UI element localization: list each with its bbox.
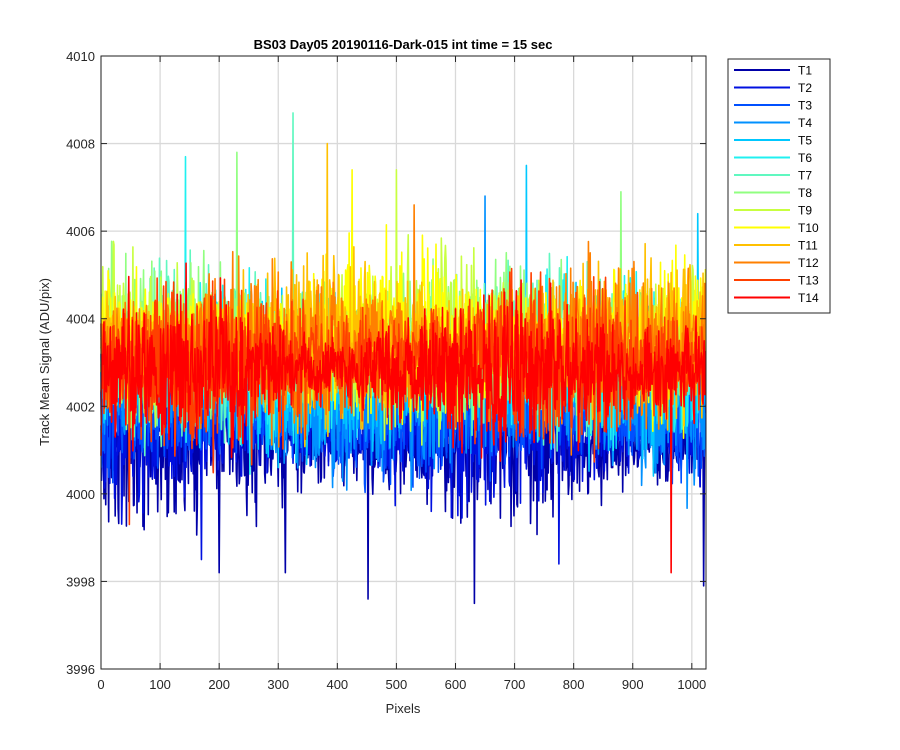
y-tick-label: 4006 <box>66 224 95 239</box>
legend-label: T11 <box>798 239 818 253</box>
x-tick-label: 500 <box>386 677 408 692</box>
y-tick-label: 4008 <box>66 137 95 152</box>
x-tick-label: 0 <box>97 677 104 692</box>
x-tick-label: 900 <box>622 677 644 692</box>
legend-label: T5 <box>798 134 812 148</box>
x-tick-label: 800 <box>563 677 585 692</box>
x-tick-label: 700 <box>504 677 526 692</box>
y-axis-label: Track Mean Signal (ADU/pix) <box>37 278 52 446</box>
legend-label: T10 <box>798 221 819 235</box>
legend-item: T1 <box>734 64 812 78</box>
legend-label: T3 <box>798 99 812 113</box>
x-tick-label: 600 <box>445 677 467 692</box>
series-line-t14 <box>100 262 707 574</box>
x-tick-label: 100 <box>149 677 171 692</box>
legend-item: T5 <box>734 134 812 148</box>
legend-item: T14 <box>734 291 819 305</box>
x-tick-label: 1000 <box>677 677 706 692</box>
legend-label: T8 <box>798 186 812 200</box>
legend-label: T12 <box>798 256 819 270</box>
x-axis-label: Pixels <box>386 701 421 716</box>
y-tick-label: 4000 <box>66 487 95 502</box>
legend-label: T4 <box>798 116 812 130</box>
legend-item: T9 <box>734 204 812 218</box>
legend: T1 T2 T3 T4 T5 T6 T7 T8 T9 T10 T11 T12 T13 T14 <box>727 58 831 314</box>
legend-label: T14 <box>798 291 819 305</box>
plot-frame <box>100 55 707 670</box>
legend-item: T7 <box>734 169 812 183</box>
legend-item: T6 <box>734 151 812 165</box>
legend-label: T7 <box>798 169 812 183</box>
y-tick-label: 3998 <box>66 574 95 589</box>
legend-item: T2 <box>734 81 812 95</box>
legend-item: T8 <box>734 186 812 200</box>
y-tick-label: 4010 <box>66 49 95 64</box>
legend-label: T9 <box>798 204 812 218</box>
axis-ticks: 0 100 200 300 400 500 600 700 800 900 1000 3996 3998… <box>66 49 706 692</box>
legend-item: T13 <box>734 274 819 288</box>
y-tick-label: 4002 <box>66 399 95 414</box>
legend-label: T1 <box>798 64 812 78</box>
x-tick-label: 400 <box>326 677 348 692</box>
legend-label: T13 <box>798 274 819 288</box>
legend-box <box>727 58 831 314</box>
legend-label: T6 <box>798 151 812 165</box>
y-tick-label: 4004 <box>66 312 95 327</box>
legend-label: T2 <box>798 81 812 95</box>
legend-item: T11 <box>734 239 818 253</box>
y-tick-label: 3996 <box>66 662 95 677</box>
legend-item: T4 <box>734 116 812 130</box>
chart-title: BS03 Day05 20190116-Dark-015 int time = … <box>254 37 553 52</box>
x-tick-label: 200 <box>208 677 230 692</box>
legend-item: T12 <box>734 256 819 270</box>
legend-item: T10 <box>734 221 819 235</box>
legend-item: T3 <box>734 99 812 113</box>
series-lines <box>100 112 707 605</box>
x-tick-label: 300 <box>267 677 289 692</box>
